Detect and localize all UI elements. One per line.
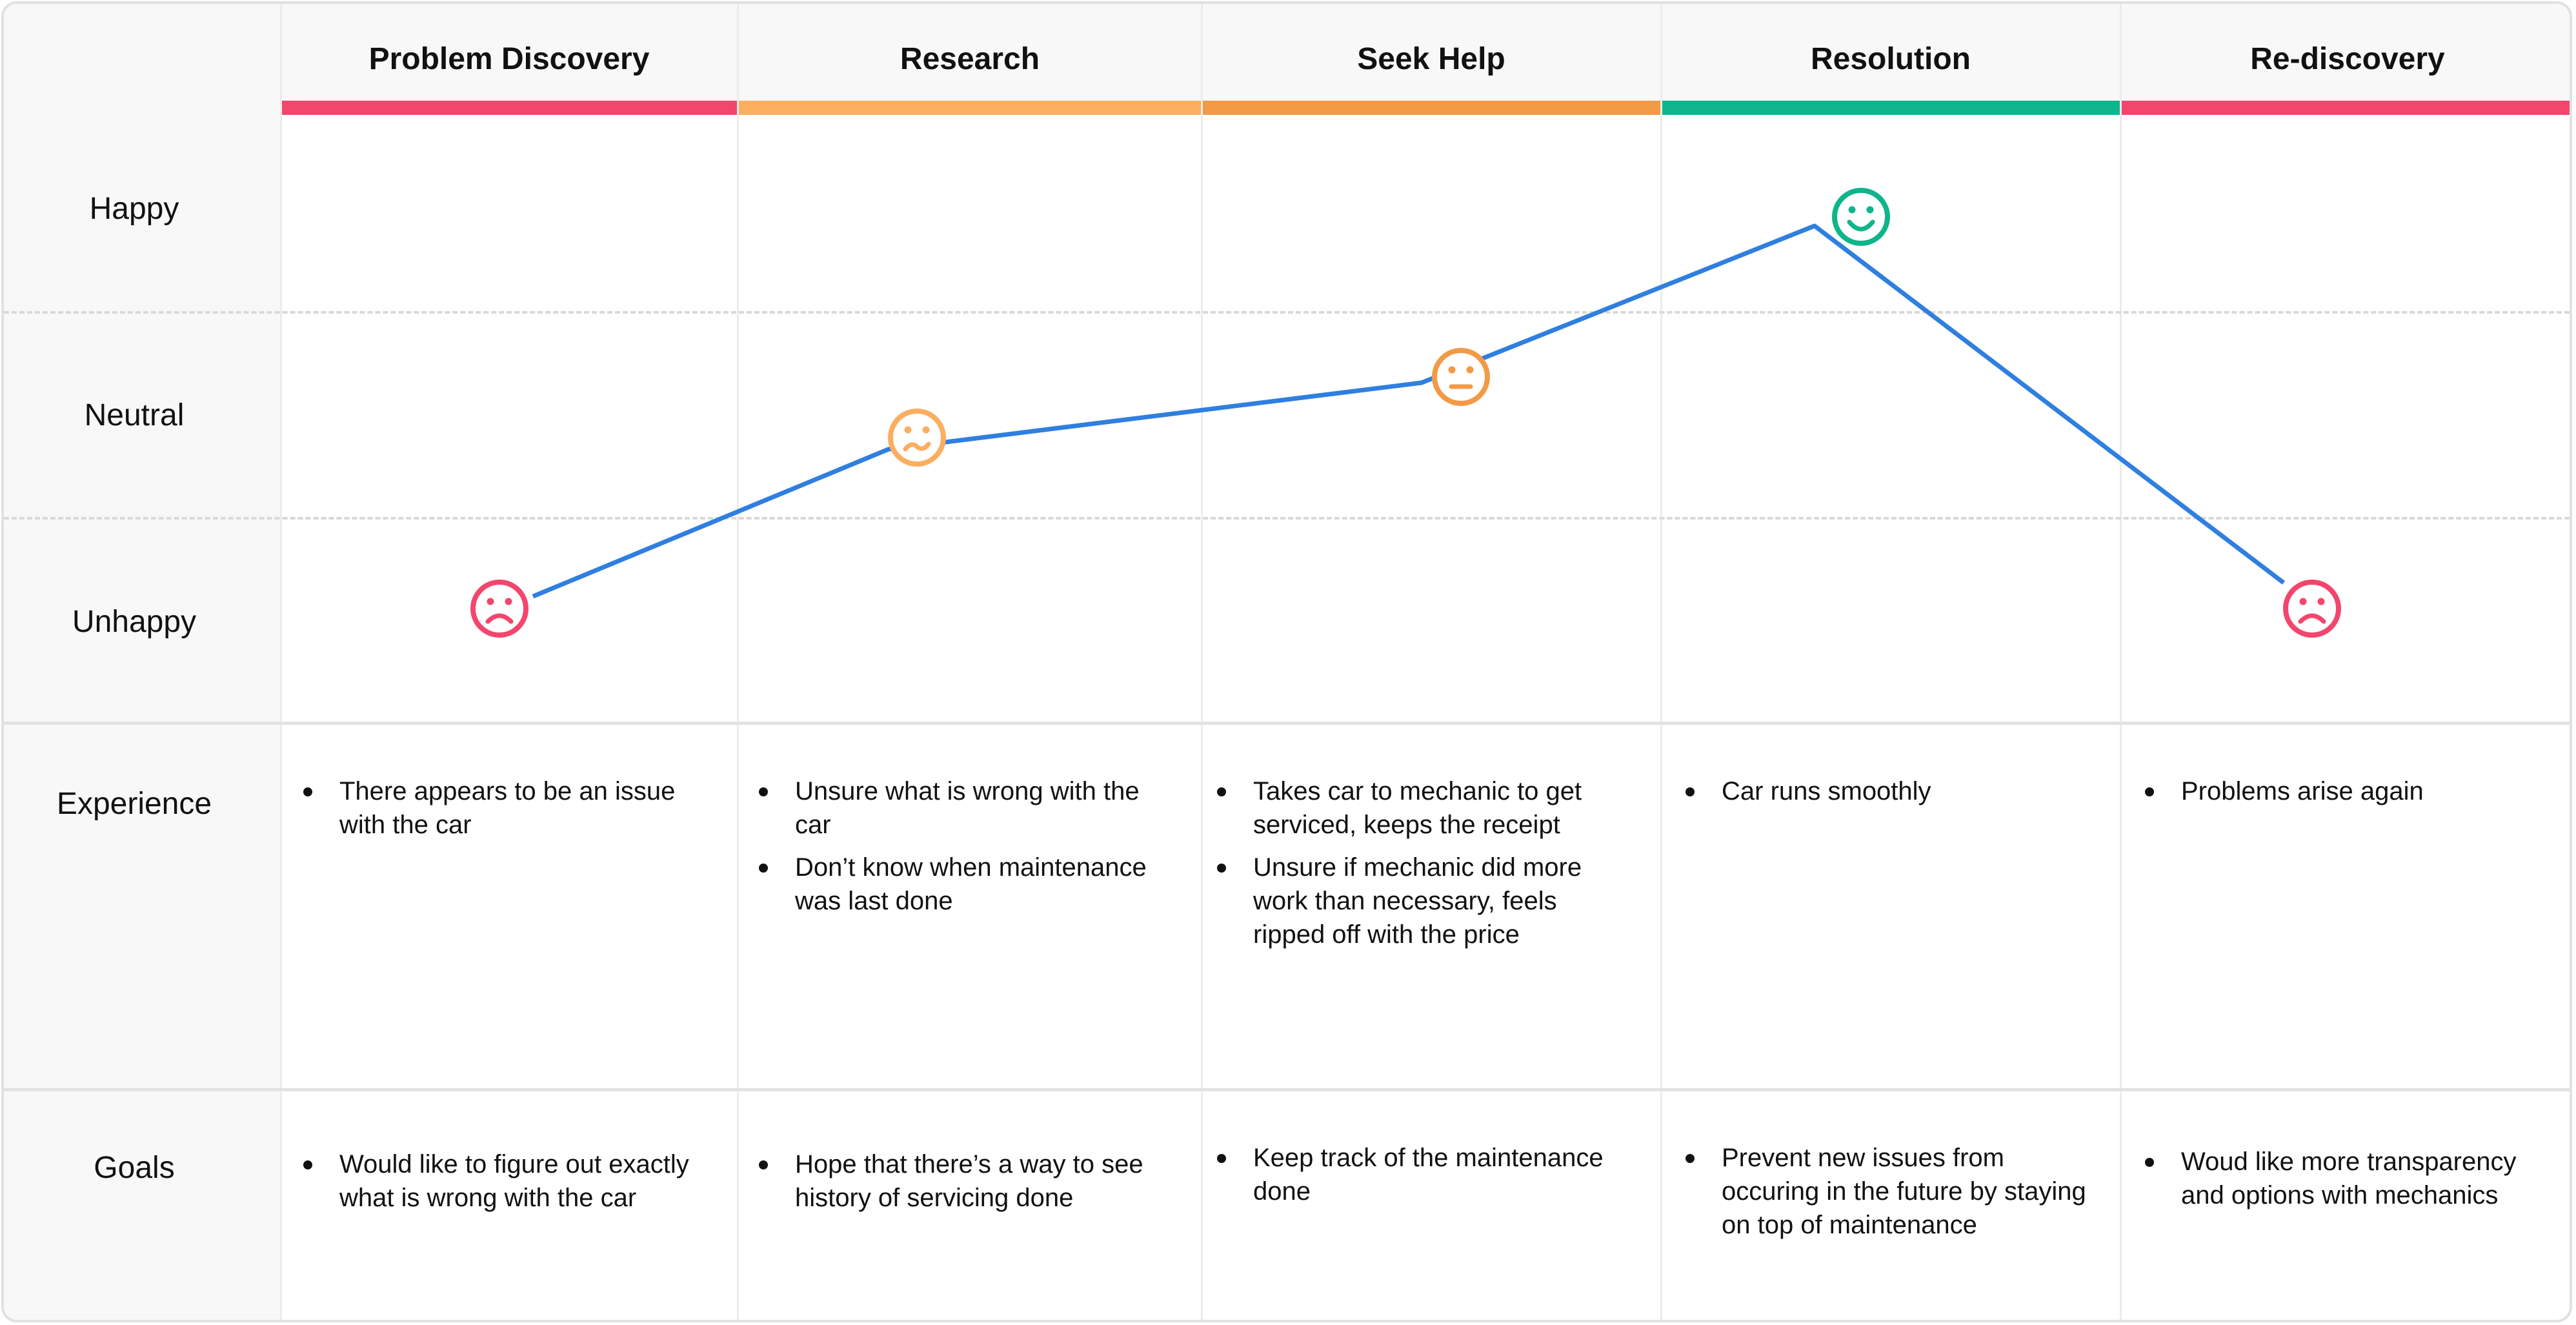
- emotion-label-happy: Happy: [89, 192, 179, 226]
- happy-face-icon: [1832, 188, 1890, 246]
- column-divider: [2120, 4, 2122, 1320]
- goals-label: Goals: [94, 1151, 175, 1185]
- emotion-label-column: [4, 4, 280, 727]
- stage-bar-resolution: [1661, 101, 2120, 115]
- sad-face-icon: [470, 580, 528, 638]
- goal-item: Hope that there’s a way to see history o…: [756, 1148, 1169, 1215]
- section-label-column: [4, 727, 280, 1320]
- emotion-curve-line: [532, 223, 2286, 599]
- section-divider: [4, 722, 2570, 725]
- goal-item: Prevent new issues from occuring in the …: [1683, 1141, 2089, 1242]
- emotion-curve-chart: [470, 188, 2341, 638]
- experience-cell-resolution: Car runs smoothly: [1683, 774, 2089, 817]
- column-divider: [1201, 4, 1203, 1320]
- stage-bar-re-discovery: [2120, 101, 2570, 115]
- stage-title-research: Research: [900, 42, 1040, 76]
- stage-title-problem-discovery: Problem Discovery: [368, 42, 650, 76]
- goals-cell-seek-help: Keep track of the maintenance done: [1214, 1141, 1627, 1217]
- goals-cell-problem-discovery: Would like to figure out exactly what is…: [301, 1148, 701, 1224]
- stage-bar-research: [738, 101, 1202, 115]
- experience-item: Car runs smoothly: [1683, 774, 2089, 808]
- emotion-divider: [4, 311, 2570, 314]
- stage-title-resolution: Resolution: [1811, 42, 1971, 76]
- goal-item: Would like to figure out exactly what is…: [301, 1148, 701, 1215]
- goal-item: Woud like more transparency and options …: [2142, 1145, 2530, 1212]
- experience-cell-seek-help: Takes car to mechanic to get serviced, k…: [1214, 774, 1627, 960]
- worried-face-icon: [888, 409, 946, 467]
- section-divider: [4, 1088, 2570, 1091]
- emotion-label-unhappy: Unhappy: [72, 605, 197, 639]
- emotion-label-neutral: Neutral: [84, 398, 185, 432]
- goals-cell-re-discovery: Woud like more transparency and options …: [2142, 1145, 2530, 1221]
- neutral-face-icon: [1432, 348, 1490, 406]
- experience-cell-re-discovery: Problems arise again: [2142, 774, 2549, 817]
- column-divider: [280, 4, 282, 1320]
- experience-label: Experience: [56, 787, 212, 821]
- stage-header: [280, 4, 2570, 101]
- experience-item: Takes car to mechanic to get serviced, k…: [1214, 774, 1627, 842]
- sad-face-icon: [2283, 580, 2341, 638]
- experience-item: There appears to be an issue with the ca…: [301, 774, 701, 842]
- experience-cell-problem-discovery: There appears to be an issue with the ca…: [301, 774, 701, 851]
- column-divider: [737, 4, 739, 1320]
- emotion-divider: [4, 517, 2570, 520]
- column-divider: [1660, 4, 1662, 1320]
- experience-cell-research: Unsure what is wrong with the car Don’t …: [756, 774, 1169, 927]
- experience-item: Unsure what is wrong with the car: [756, 774, 1169, 842]
- goals-cell-research: Hope that there’s a way to see history o…: [756, 1148, 1169, 1224]
- experience-item: Don’t know when maintenance was last don…: [756, 851, 1169, 918]
- experience-item: Problems arise again: [2142, 774, 2549, 808]
- goals-cell-resolution: Prevent new issues from occuring in the …: [1683, 1141, 2089, 1251]
- stage-title-re-discovery: Re-discovery: [2250, 42, 2445, 76]
- stage-bar-problem-discovery: [280, 101, 738, 115]
- goal-item: Keep track of the maintenance done: [1214, 1141, 1627, 1208]
- stage-bar-seek-help: [1202, 101, 1661, 115]
- experience-item: Unsure if mechanic did more work than ne…: [1214, 851, 1627, 951]
- stage-title-seek-help: Seek Help: [1357, 42, 1505, 76]
